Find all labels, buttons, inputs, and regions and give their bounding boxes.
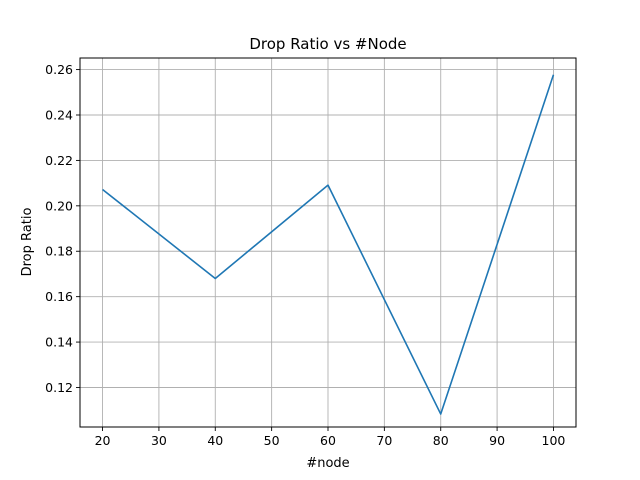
x-tick-label: 60 (320, 433, 336, 448)
x-axis-title: #node (306, 456, 349, 471)
x-tick-label: 100 (542, 433, 566, 448)
series-group (102, 74, 555, 415)
y-axis-title: Drop Ratio (20, 208, 35, 277)
x-tick-label: 80 (433, 433, 449, 448)
x-tick-label: 50 (264, 433, 280, 448)
y-tick-label: 0.24 (45, 107, 73, 122)
x-tick-label: 30 (151, 433, 167, 448)
grid (80, 58, 576, 427)
y-tick-label: 0.12 (45, 380, 73, 395)
y-tick-label: 0.18 (45, 244, 73, 259)
y-tick-label: 0.26 (45, 62, 73, 77)
y-tick-label: 0.20 (45, 198, 73, 213)
x-tick-label: 70 (376, 433, 392, 448)
x-tick-label: 40 (207, 433, 223, 448)
x-axis: 20 30 40 50 60 70 80 90 100 (95, 427, 566, 448)
y-tick-label: 0.22 (45, 153, 73, 168)
x-tick-label: 20 (95, 433, 111, 448)
y-tick-label: 0.14 (45, 335, 73, 350)
chart-title: Drop Ratio vs #Node (249, 35, 406, 53)
x-tick-label: 90 (489, 433, 505, 448)
y-tick-label: 0.16 (45, 289, 73, 304)
y-axis: 0.12 0.14 0.16 0.18 0.20 0.22 0.24 0.26 (45, 62, 80, 395)
